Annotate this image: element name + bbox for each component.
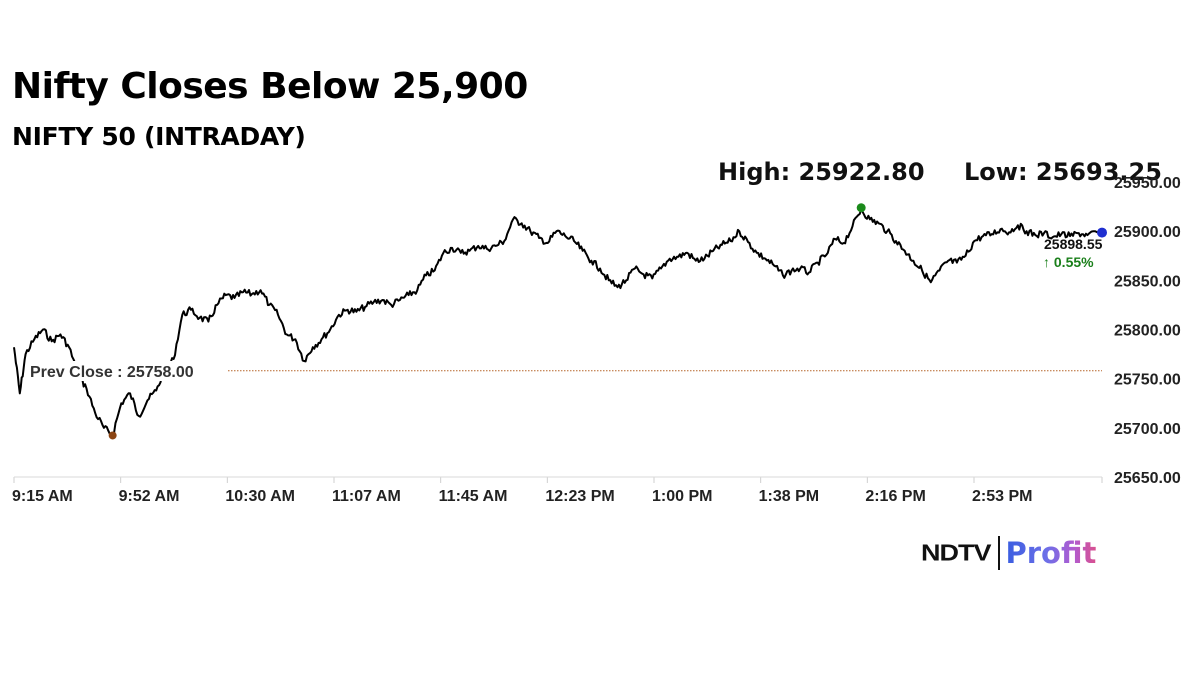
high-marker	[856, 203, 866, 213]
low-value-label: Low: 25693.25	[964, 158, 1162, 186]
logo-product: Profit	[1005, 536, 1097, 570]
y-axis: 25650.00 25700.00 25750.00 25800.00 25850.00…	[1114, 175, 1181, 487]
ndtv-profit-logo: NDTV Profit	[921, 535, 1096, 571]
last-price-marker	[1097, 227, 1107, 238]
low-marker	[108, 431, 117, 440]
x-tick-label: 11:45 AM	[439, 488, 508, 505]
y-tick-label: 25900.00	[1114, 224, 1181, 241]
y-tick-label: 25750.00	[1114, 372, 1181, 389]
x-tick-label: 9:15 AM	[12, 488, 73, 505]
y-tick-label: 25700.00	[1114, 421, 1181, 438]
x-tick-label: 2:53 PM	[972, 488, 1032, 505]
prev-close-label-bg	[26, 361, 226, 381]
y-tick-label: 25950.00	[1114, 175, 1181, 192]
x-tick-label: 11:07 AM	[332, 488, 401, 505]
x-tick-label: 1:00 PM	[652, 488, 712, 505]
last-price-label: 25898.55	[1044, 236, 1103, 252]
chart-subtitle: NIFTY 50 (INTRADAY)	[12, 122, 306, 151]
change-percent-label: ↑ 0.55%	[1043, 254, 1094, 270]
y-tick-label: 25850.00	[1114, 273, 1181, 290]
x-tick-label: 1:38 PM	[759, 488, 819, 505]
prev-close-label: Prev Close : 25758.00	[30, 364, 194, 381]
x-tick-label: 12:23 PM	[545, 488, 614, 505]
logo-brand: NDTV	[921, 539, 991, 566]
price-line	[13, 208, 1100, 436]
y-tick-label: 25800.00	[1114, 323, 1181, 340]
x-axis: 9:15 AM 9:52 AM 10:30 AM 11:07 AM 11:45 AM 12…	[12, 477, 1103, 505]
high-value-label: High: 25922.80	[718, 158, 925, 186]
x-tick-label: 2:16 PM	[865, 488, 925, 505]
logo-divider	[997, 536, 1000, 570]
x-tick-label: 10:30 AM	[225, 488, 295, 505]
chart-title: Nifty Closes Below 25,900	[12, 66, 528, 107]
y-tick-label: 25650.00	[1114, 470, 1181, 487]
x-tick-label: 9:52 AM	[119, 488, 180, 505]
